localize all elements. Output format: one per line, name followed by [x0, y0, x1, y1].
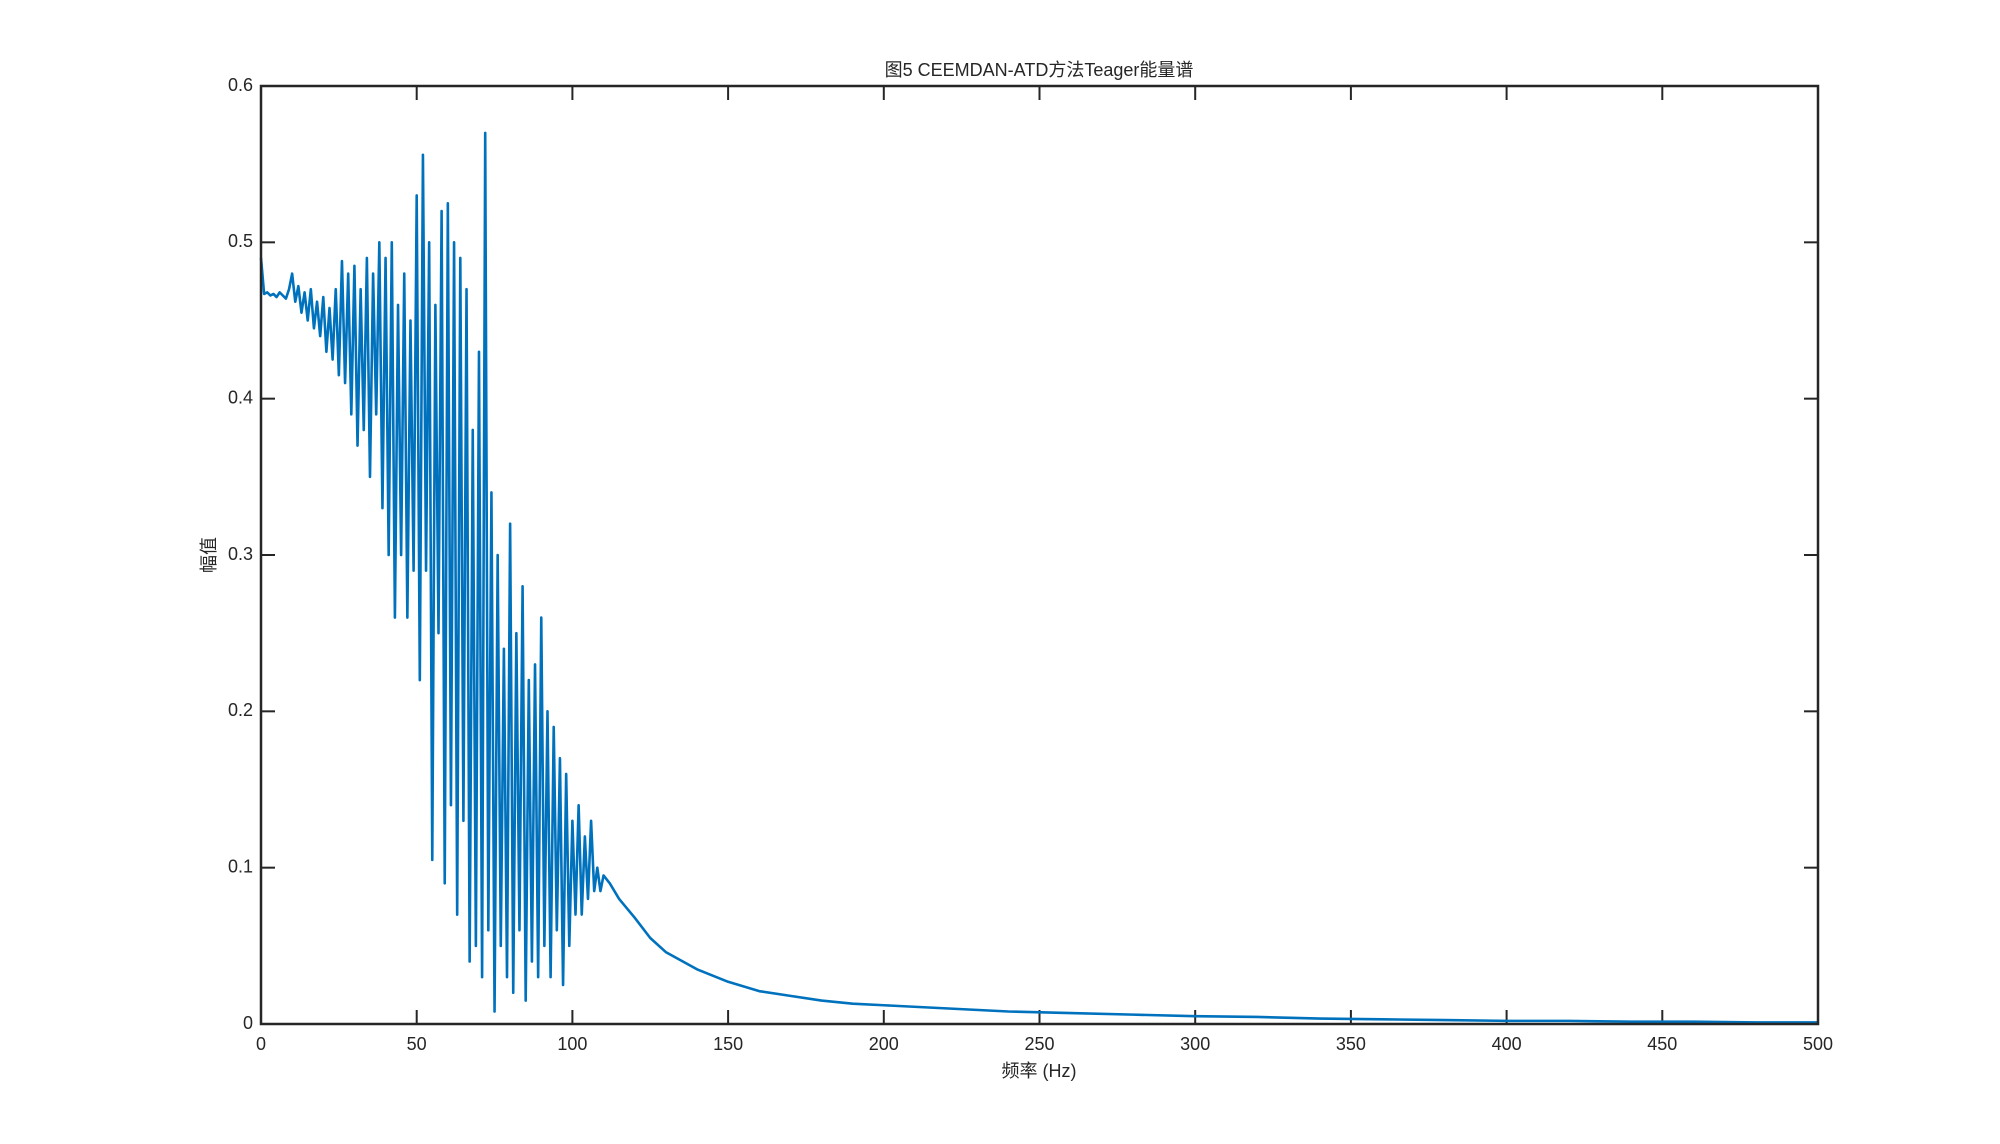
y-tick-label: 0.6 [228, 75, 253, 95]
chart-title: 图5 CEEMDAN-ATD方法Teager能量谱 [885, 60, 1194, 80]
x-tick-label: 350 [1336, 1034, 1366, 1054]
data-line [259, 131, 1818, 1024]
x-axis-label: 频率 (Hz) [1002, 1061, 1077, 1081]
x-tick-label: 500 [1803, 1034, 1833, 1054]
y-tick-label: 0.1 [228, 856, 253, 876]
x-tick-label: 0 [256, 1034, 266, 1054]
x-tick-label: 450 [1647, 1034, 1677, 1054]
y-tick-label: 0.2 [228, 700, 253, 720]
y-tick-label: 0.5 [228, 231, 253, 251]
y-tick-label: 0 [243, 1013, 253, 1033]
x-tick-label: 200 [869, 1034, 899, 1054]
x-tick-label: 100 [557, 1034, 587, 1054]
x-tick-label: 400 [1492, 1034, 1522, 1054]
y-tick-label: 0.3 [228, 544, 253, 564]
x-tick-label: 300 [1180, 1034, 1210, 1054]
plot-frame [259, 84, 1820, 1026]
y-tick-label: 0.4 [228, 387, 253, 407]
x-tick-label: 150 [713, 1034, 743, 1054]
x-tick-label: 250 [1024, 1034, 1054, 1054]
x-tick-label: 50 [407, 1034, 427, 1054]
y-axis-label: 幅值 [199, 537, 219, 573]
